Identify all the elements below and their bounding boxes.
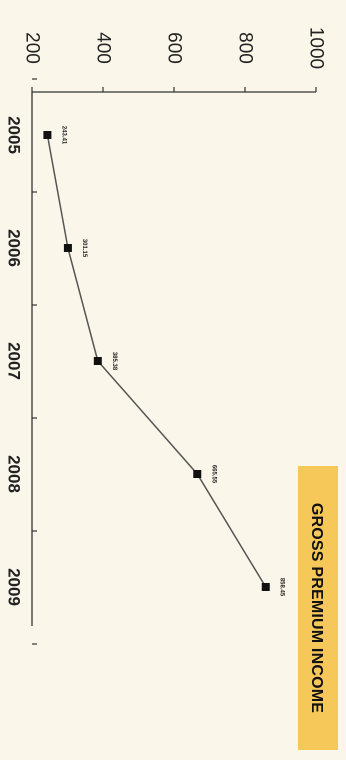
category-tick-label: 2007 bbox=[5, 342, 24, 380]
data-label: 301.15 bbox=[81, 239, 87, 258]
value-tick-label: 1000 bbox=[306, 27, 327, 69]
category-tick-label: 2005 bbox=[5, 116, 24, 154]
data-point bbox=[93, 357, 102, 365]
data-point bbox=[43, 131, 52, 139]
series-line bbox=[46, 134, 267, 588]
data-label: 243.41 bbox=[60, 126, 66, 145]
data-point bbox=[261, 583, 270, 591]
value-tick-label: 600 bbox=[164, 32, 185, 64]
category-tick-label: 2009 bbox=[5, 568, 24, 606]
data-label: 385.38 bbox=[111, 352, 117, 371]
value-tick-label: 400 bbox=[93, 32, 114, 64]
data-point bbox=[63, 244, 72, 252]
value-tick-label: 800 bbox=[235, 32, 256, 64]
series-layer: 243.41 301.15 385.38 665.55 858.45 bbox=[43, 126, 285, 597]
category-tick-label: 2008 bbox=[5, 455, 24, 493]
title-banner bbox=[298, 466, 338, 750]
category-tick-label: 2006 bbox=[5, 229, 24, 267]
data-label: 665.55 bbox=[210, 465, 216, 484]
data-point bbox=[193, 470, 202, 478]
data-label: 858.45 bbox=[279, 578, 285, 597]
tick-layer: 200 400 600 800 1000 2005 2006 2007 2008 2009 bbox=[5, 27, 327, 645]
chart-title: GROSS PREMIUM INCOME bbox=[308, 503, 325, 713]
value-tick-label: 200 bbox=[22, 32, 43, 64]
